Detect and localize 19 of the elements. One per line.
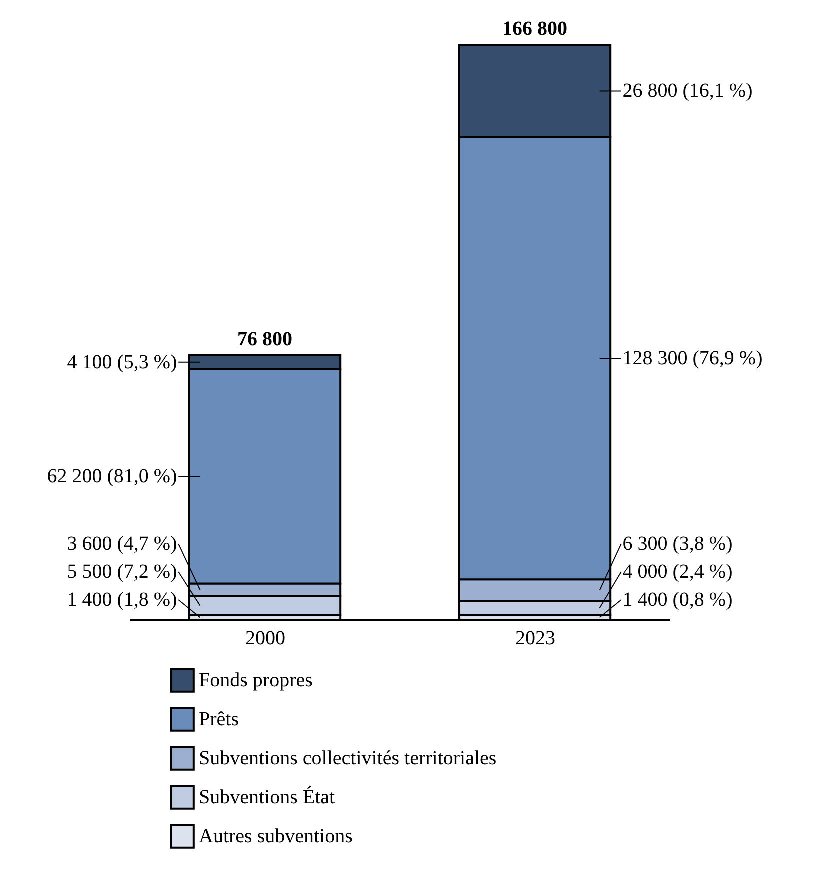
legend-label: Fonds propres <box>199 670 314 692</box>
data-label: 6 300 (3,8 %) <box>622 533 733 555</box>
data-label: 4 100 (5,3 %) <box>67 351 178 374</box>
data-label: 1 400 (1,8 %) <box>67 589 178 611</box>
total-label: 76 800 <box>238 328 292 350</box>
x-tick-label: 2000 <box>246 628 286 650</box>
legend-label: Autres subventions <box>199 826 354 848</box>
data-label: 62 200 (81,0 %) <box>47 466 178 488</box>
legend-label: Subventions collectivités territoriales <box>199 748 497 770</box>
data-label: 5 500 (7,2 %) <box>67 561 178 583</box>
data-label: 3 600 (4,7 %) <box>67 533 178 555</box>
legend-label: Prêts <box>199 708 240 730</box>
data-label: 128 300 (76,9 %) <box>622 348 763 370</box>
data-label: 26 800 (16,1 %) <box>622 80 753 102</box>
x-tick-label: 2023 <box>516 628 556 650</box>
data-label: 4 000 (2,4 %) <box>622 561 733 583</box>
total-label: 166 800 <box>502 18 568 40</box>
data-label: 1 400 (0,8 %) <box>622 589 733 611</box>
legend-label: Subventions État <box>199 786 336 808</box>
